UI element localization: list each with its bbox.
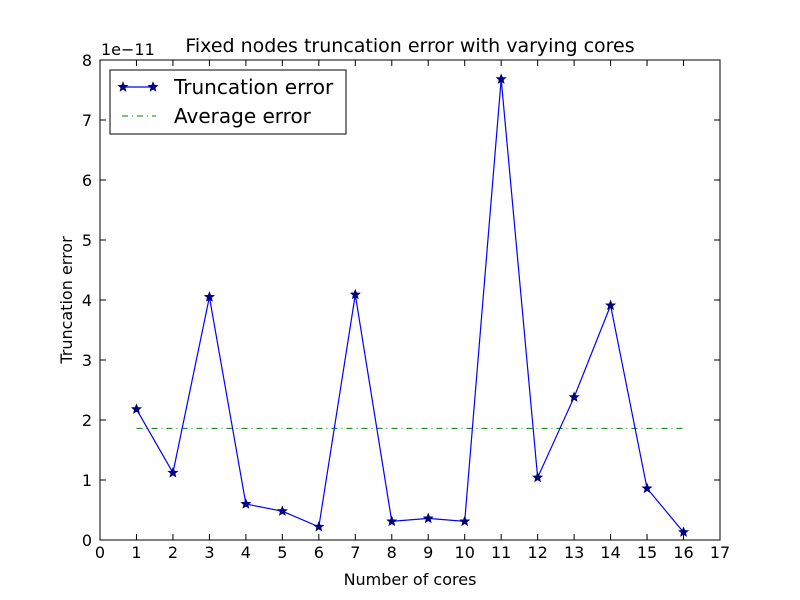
legend-swatch-star (117, 81, 129, 92)
data-point-star (167, 466, 179, 478)
x-tick-label: 0 (95, 543, 105, 562)
x-tick-label: 15 (637, 543, 657, 562)
y-tick-label: 7 (82, 111, 92, 130)
y-tick-label: 2 (82, 411, 92, 430)
x-tick-label: 12 (527, 543, 547, 562)
x-tick-label: 6 (314, 543, 324, 562)
data-point-star (422, 512, 434, 524)
data-point-star (532, 471, 544, 483)
x-tick-label: 2 (168, 543, 178, 562)
data-point-star (276, 505, 288, 516)
data-point-star (568, 391, 580, 402)
y-tick-label: 5 (82, 231, 92, 250)
data-point-star (605, 299, 617, 311)
x-tick-label: 7 (350, 543, 360, 562)
legend-label-average-error: Average error (174, 104, 312, 128)
x-tick-label: 1 (131, 543, 141, 562)
x-tick-label: 16 (673, 543, 693, 562)
plot-area: 0 1 2 3 4 5 6 7 8 9 10 11 12 13 14 15 16 17012345678Trunc… (82, 51, 730, 562)
y-offset-label: 1e−11 (101, 40, 155, 59)
x-tick-label: 8 (387, 543, 397, 562)
y-tick-label: 1 (82, 471, 92, 490)
data-point-star (349, 288, 361, 300)
chart-title: Fixed nodes truncation error with varyin… (185, 35, 634, 57)
legend-label-truncation-error: Truncation error (173, 75, 334, 99)
x-tick-label: 4 (241, 543, 251, 562)
x-tick-label: 14 (600, 543, 620, 562)
x-tick-label: 10 (455, 543, 475, 562)
data-point-star (459, 515, 471, 527)
y-tick-label: 8 (82, 51, 92, 70)
y-axis-label: Truncation error (57, 236, 76, 365)
legend-box (109, 69, 347, 135)
y-tick-label: 3 (82, 351, 92, 370)
data-point-star (641, 482, 653, 494)
x-tick-label: 5 (277, 543, 287, 562)
data-point-star (495, 73, 507, 84)
legend-swatch-star (147, 81, 159, 92)
data-point-star (240, 498, 252, 509)
y-tick-label: 6 (82, 171, 92, 190)
data-point-star (130, 403, 142, 414)
x-tick-label: 3 (204, 543, 214, 562)
x-tick-label: 9 (423, 543, 433, 562)
y-tick-label: 4 (82, 291, 92, 310)
y-tick-label: 0 (82, 531, 92, 550)
data-point-star (386, 515, 398, 527)
data-point-star (313, 520, 325, 532)
x-axis-label: Number of cores (344, 570, 477, 589)
data-point-star (678, 526, 690, 537)
x-tick-label: 13 (564, 543, 584, 562)
data-point-star (203, 291, 215, 302)
x-tick-label: 17 (710, 543, 730, 562)
x-tick-label: 11 (491, 543, 511, 562)
series-truncation-error-line (135, 79, 684, 533)
